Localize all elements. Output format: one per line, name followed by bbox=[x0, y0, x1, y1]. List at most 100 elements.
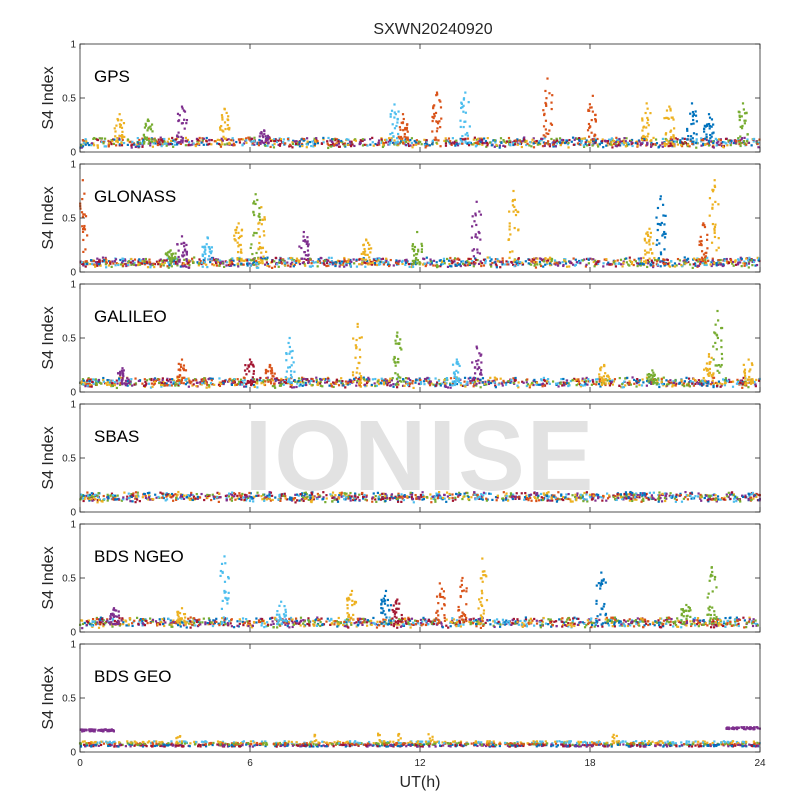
data-point bbox=[756, 142, 759, 146]
data-point bbox=[530, 263, 533, 266]
data-point bbox=[652, 382, 655, 385]
data-point bbox=[706, 259, 710, 262]
data-point bbox=[330, 385, 333, 388]
data-point bbox=[666, 116, 669, 120]
data-point bbox=[246, 381, 249, 384]
data-point bbox=[679, 492, 682, 495]
data-point bbox=[278, 261, 281, 264]
data-point bbox=[121, 135, 125, 138]
data-point bbox=[739, 381, 742, 385]
data-point bbox=[462, 260, 465, 263]
data-point bbox=[683, 380, 687, 383]
data-point bbox=[741, 102, 745, 105]
data-point bbox=[516, 143, 519, 146]
data-point bbox=[512, 210, 515, 213]
data-point bbox=[225, 264, 228, 267]
data-point bbox=[237, 245, 240, 248]
data-point bbox=[663, 260, 666, 263]
data-point bbox=[258, 218, 262, 221]
data-point bbox=[402, 129, 405, 132]
data-point bbox=[469, 257, 472, 261]
data-point bbox=[543, 258, 546, 261]
data-point bbox=[380, 141, 383, 144]
data-point bbox=[352, 380, 355, 383]
data-point bbox=[298, 499, 301, 502]
data-point bbox=[554, 145, 557, 148]
data-point bbox=[547, 378, 550, 381]
data-point bbox=[239, 235, 242, 238]
data-point bbox=[570, 140, 573, 143]
data-point bbox=[559, 381, 562, 384]
data-point bbox=[473, 366, 477, 369]
data-point bbox=[738, 115, 741, 119]
data-point bbox=[588, 142, 591, 145]
data-point bbox=[192, 379, 195, 382]
data-point bbox=[118, 143, 121, 146]
data-point bbox=[361, 257, 364, 261]
data-point bbox=[594, 259, 597, 262]
data-point bbox=[138, 258, 141, 261]
data-point bbox=[475, 384, 478, 387]
data-point bbox=[296, 143, 300, 146]
data-point bbox=[455, 360, 458, 364]
data-point bbox=[344, 260, 347, 263]
data-point bbox=[714, 341, 717, 345]
data-point bbox=[194, 144, 197, 148]
data-point bbox=[461, 384, 464, 388]
data-point bbox=[646, 116, 649, 120]
data-point bbox=[430, 382, 433, 385]
data-point bbox=[513, 141, 516, 144]
data-point bbox=[80, 261, 84, 264]
data-point bbox=[466, 264, 470, 267]
data-point bbox=[585, 380, 588, 383]
data-point bbox=[404, 261, 408, 264]
data-point bbox=[264, 368, 268, 372]
data-point bbox=[198, 258, 201, 261]
data-point bbox=[216, 138, 219, 141]
data-point bbox=[196, 142, 199, 146]
data-point bbox=[156, 140, 159, 143]
data-point bbox=[167, 142, 170, 145]
data-point bbox=[646, 265, 649, 269]
data-point bbox=[423, 377, 427, 381]
data-point bbox=[674, 140, 677, 143]
data-point bbox=[458, 364, 461, 368]
data-points bbox=[79, 179, 761, 270]
data-point bbox=[393, 127, 397, 130]
data-point bbox=[562, 498, 565, 502]
data-point bbox=[409, 493, 412, 496]
data-point bbox=[461, 138, 464, 141]
data-point bbox=[380, 377, 383, 380]
data-point bbox=[592, 138, 595, 141]
data-point bbox=[548, 92, 551, 95]
data-point bbox=[686, 257, 690, 260]
data-point bbox=[706, 123, 709, 126]
data-point bbox=[259, 376, 262, 380]
data-point bbox=[300, 257, 304, 260]
data-point bbox=[709, 137, 712, 140]
data-point bbox=[532, 257, 536, 260]
data-point bbox=[640, 384, 644, 387]
data-point bbox=[436, 264, 439, 267]
data-point bbox=[407, 142, 410, 145]
data-point bbox=[394, 342, 397, 345]
data-point bbox=[435, 138, 438, 141]
data-point bbox=[115, 124, 118, 127]
data-point bbox=[379, 263, 382, 266]
data-point bbox=[400, 140, 403, 143]
data-point bbox=[266, 256, 269, 259]
data-point bbox=[454, 498, 457, 501]
data-point bbox=[177, 255, 180, 259]
data-point bbox=[650, 260, 653, 263]
data-point bbox=[710, 118, 714, 121]
data-point bbox=[667, 145, 670, 148]
data-point bbox=[382, 492, 385, 495]
data-point bbox=[517, 257, 520, 260]
data-point bbox=[700, 380, 703, 383]
data-point bbox=[181, 367, 185, 370]
data-point bbox=[454, 264, 457, 267]
data-point bbox=[474, 145, 478, 148]
data-point bbox=[560, 493, 563, 496]
data-point bbox=[708, 367, 711, 371]
data-point bbox=[397, 135, 400, 138]
